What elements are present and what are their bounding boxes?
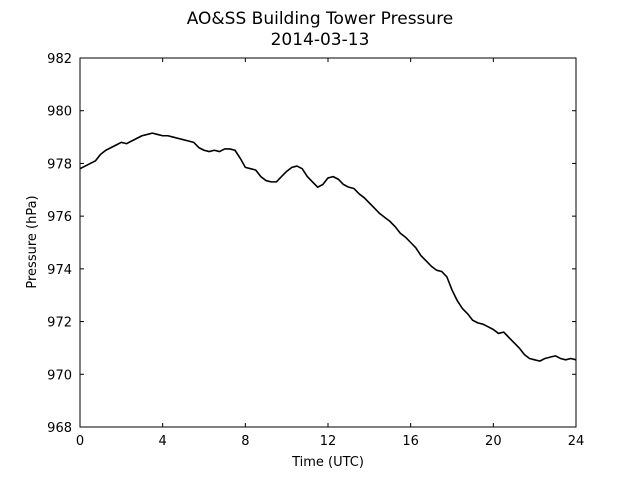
x-tick-label: 0 [76, 434, 84, 449]
x-tick-label: 20 [485, 434, 502, 449]
y-tick-label: 970 [47, 368, 72, 383]
y-tick-label: 974 [47, 263, 72, 278]
y-tick-label: 968 [47, 421, 72, 436]
x-axis-label: Time (UTC) [291, 455, 364, 470]
y-axis-label: Pressure (hPa) [25, 195, 40, 288]
plot-frame [79, 57, 577, 428]
y-tick-label: 978 [47, 157, 72, 172]
chart-subtitle: 2014-03-13 [271, 30, 370, 50]
x-tick-label: 8 [241, 434, 249, 449]
x-tick-label: 24 [568, 434, 585, 449]
y-tick-label: 976 [47, 210, 72, 225]
y-tick-label: 982 [47, 52, 72, 67]
ticks-layer: 0 4 8 12 16 20 24 968 970 972 974 976 978 980 982 [47, 52, 584, 449]
x-tick-label: 4 [159, 434, 167, 449]
y-tick-label: 980 [47, 105, 72, 120]
x-tick-label: 12 [320, 434, 337, 449]
x-tick-label: 16 [402, 434, 419, 449]
pressure-series-line [79, 132, 577, 362]
y-tick-label: 972 [47, 316, 72, 331]
chart-title: AO&SS Building Tower Pressure [187, 9, 454, 29]
